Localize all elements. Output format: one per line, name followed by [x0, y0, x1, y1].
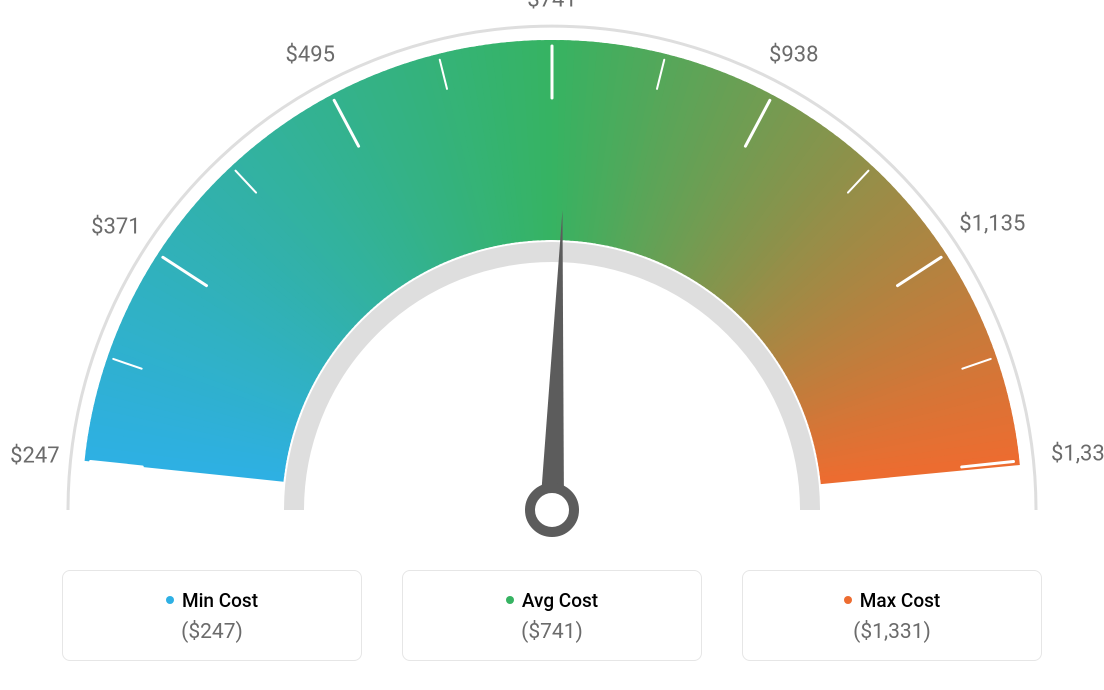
legend-min-card: Min Cost ($247) [62, 570, 362, 661]
legend-max-value: ($1,331) [743, 620, 1041, 644]
gauge-tick-label: $247 [10, 443, 59, 468]
legend: Min Cost ($247) Avg Cost ($741) Max Cost… [0, 570, 1104, 661]
gauge-svg [0, 0, 1104, 560]
legend-max-title: Max Cost [743, 589, 1041, 612]
legend-max-label: Max Cost [860, 589, 940, 612]
gauge-tick-label: $371 [91, 214, 140, 239]
legend-max-card: Max Cost ($1,331) [742, 570, 1042, 661]
dot-icon [506, 596, 514, 604]
cost-gauge: $247 $371 $495 $741 $938 $1,135 $1,331 [0, 0, 1104, 560]
gauge-tick-label: $1,331 [1051, 442, 1104, 467]
dot-icon [166, 596, 174, 604]
gauge-needle-hub [530, 488, 574, 532]
legend-avg-value: ($741) [403, 620, 701, 644]
dot-icon [844, 596, 852, 604]
gauge-tick-label: $741 [527, 0, 576, 13]
gauge-tick-label: $1,135 [959, 212, 1025, 237]
legend-min-title: Min Cost [63, 589, 361, 612]
legend-avg-title: Avg Cost [403, 589, 701, 612]
legend-avg-card: Avg Cost ($741) [402, 570, 702, 661]
gauge-tick-label: $938 [769, 43, 818, 68]
legend-avg-label: Avg Cost [522, 589, 598, 612]
legend-min-label: Min Cost [182, 589, 258, 612]
legend-min-value: ($247) [63, 620, 361, 644]
gauge-tick-label: $495 [285, 43, 334, 68]
